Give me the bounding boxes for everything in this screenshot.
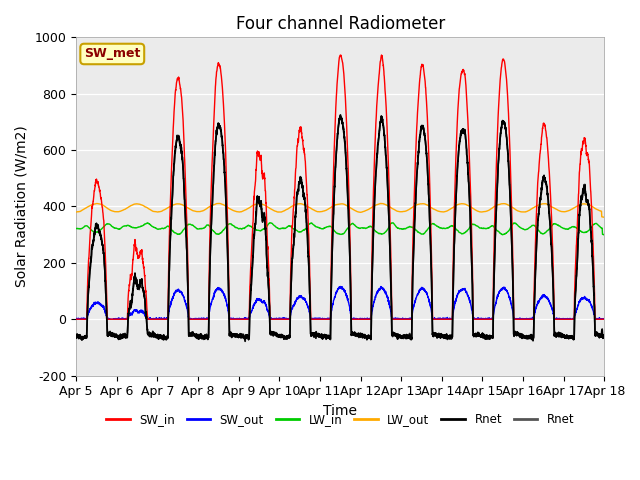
Title: Four channel Radiometer: Four channel Radiometer — [236, 15, 445, 33]
Text: SW_met: SW_met — [84, 48, 140, 60]
X-axis label: Time: Time — [323, 404, 357, 418]
Y-axis label: Solar Radiation (W/m2): Solar Radiation (W/m2) — [15, 126, 29, 288]
Legend: SW_in, SW_out, LW_in, LW_out, Rnet, Rnet: SW_in, SW_out, LW_in, LW_out, Rnet, Rnet — [101, 408, 579, 431]
